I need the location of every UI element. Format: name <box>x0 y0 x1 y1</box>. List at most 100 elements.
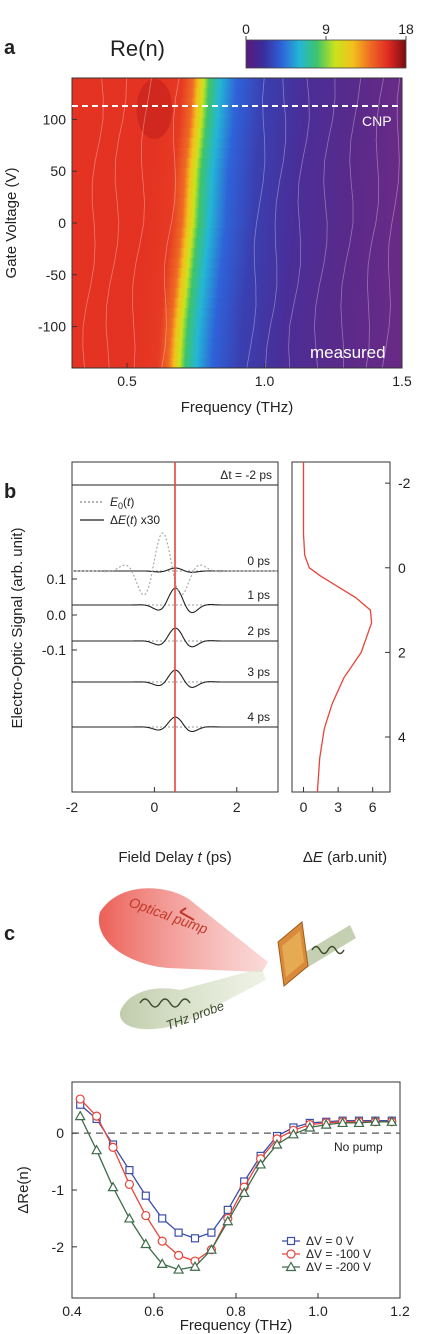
y-tick-label: 0 <box>56 1125 64 1141</box>
data-point <box>123 1212 135 1223</box>
y-tick-label: -50 <box>46 267 66 283</box>
data-point <box>271 1138 283 1149</box>
heatmap-row <box>72 208 402 219</box>
heatmap-row <box>72 298 402 309</box>
y-tick-label: 0.1 <box>47 571 67 587</box>
heatmap-title: Re(n) <box>110 36 165 61</box>
contour-line <box>313 78 336 368</box>
y-tick-label: 0 <box>58 215 66 231</box>
pump-probe-schematic: Optical pump THz probe <box>98 888 356 1033</box>
panel-c-axes: 0.4 0.6 0.8 1.0 1.2 0 -1 -2 <box>52 1125 410 1319</box>
data-point <box>156 1258 168 1268</box>
cnp-label: CNP <box>362 113 392 129</box>
legend-label: ΔV = -100 V <box>306 1247 371 1261</box>
heatmap-row <box>72 178 402 189</box>
heatmap-row <box>72 258 402 269</box>
panel-b-ylabel: Electro-Optic Signal (arb. unit) <box>9 528 26 729</box>
panel-label-a: a <box>4 37 16 59</box>
heatmap-row <box>72 118 402 129</box>
colorbar-tick-label: 0 <box>242 21 250 37</box>
trace-label: 0 ps <box>247 554 270 568</box>
data-point <box>190 1234 200 1243</box>
panel-c-xlabel: Frequency (THz) <box>180 1317 293 1334</box>
y-tick-label: 2 <box>398 644 406 660</box>
data-point <box>140 1238 152 1249</box>
panel-c-series <box>74 1094 398 1274</box>
contour-line <box>246 78 266 368</box>
data-point <box>189 1261 201 1271</box>
heatmap-row <box>72 228 402 239</box>
no-pump-label: No pump <box>334 1140 383 1154</box>
panel-b-legend: E0(t) ΔE(t) x30 <box>80 495 160 527</box>
data-point <box>141 1191 150 1200</box>
x-tick-label: 0.5 <box>117 373 137 389</box>
panel-b-axes: -2 0 2 0.1 0.0 -0.1 <box>42 571 241 815</box>
data-point <box>223 1205 232 1214</box>
data-point <box>207 1228 216 1237</box>
contour-line <box>265 78 287 368</box>
data-point <box>158 1214 167 1223</box>
data-point <box>353 1117 365 1128</box>
panel-a-axes: 0.5 1.0 1.5 -100 -50 0 50 100 <box>38 111 412 389</box>
legend-label: ΔV = -200 V <box>306 1260 371 1274</box>
data-point <box>285 1261 297 1272</box>
data-point <box>174 1250 184 1260</box>
heatmap-row <box>72 98 402 109</box>
heatmap-row <box>72 288 402 299</box>
x-tick-label: 1.2 <box>390 1303 410 1319</box>
data-point <box>286 1236 296 1246</box>
panel-label-c: c <box>4 923 15 945</box>
data-point <box>386 1116 398 1126</box>
x-tick-label: 0.8 <box>226 1303 246 1319</box>
x-tick-label: 0.4 <box>62 1303 82 1319</box>
data-point <box>222 1215 234 1226</box>
legend-label: ΔV = 0 V <box>306 1234 354 1248</box>
data-point <box>238 1187 250 1197</box>
data-point <box>91 1111 102 1121</box>
trace-label: 4 ps <box>247 710 270 724</box>
contour-line <box>82 78 104 368</box>
heatmap-row <box>72 318 402 329</box>
data-point <box>125 1166 134 1175</box>
y-tick-label: -2 <box>52 1239 65 1255</box>
x-tick-label: 1.5 <box>392 373 412 389</box>
heatmap-row <box>72 88 402 99</box>
sample-chip-inner <box>282 931 304 977</box>
contour-line <box>132 78 152 368</box>
x-tick-label: 1.0 <box>308 1303 328 1319</box>
data-point <box>205 1243 217 1254</box>
heatmap-row <box>72 138 402 149</box>
x-tick-label: 1.0 <box>255 373 275 389</box>
panel-c-legend: ΔV = 0 VΔV = -100 VΔV = -200 V <box>282 1234 371 1274</box>
heatmap-area <box>72 78 402 368</box>
y-tick-label: -2 <box>398 475 411 491</box>
colorbar-ticks: 0 9 18 <box>242 21 414 40</box>
colorbar <box>245 39 407 69</box>
heatmap-row <box>72 248 402 259</box>
data-point <box>255 1158 267 1169</box>
heatmap-peak <box>136 79 173 140</box>
heatmap-row <box>72 268 402 279</box>
contour-line <box>365 78 384 368</box>
pump-arrow-icon <box>179 907 195 921</box>
data-point <box>173 1263 185 1274</box>
thz-probe-beam <box>119 968 266 1030</box>
heatmap-row <box>72 218 402 229</box>
panel-b-right-axes: 0 3 6 -2 0 2 4 <box>300 475 411 815</box>
data-point <box>304 1121 316 1132</box>
panel-b-xlabel: Field Delay t (ps) <box>118 849 231 866</box>
data-point <box>124 1179 134 1189</box>
y-tick-label: 50 <box>50 163 66 179</box>
heatmap-row <box>72 338 402 349</box>
x-tick-label: 0.6 <box>144 1303 164 1319</box>
heatmap-row <box>72 78 402 89</box>
trace-label: 3 ps <box>247 665 270 679</box>
contour-line <box>105 78 127 368</box>
optical-pump-beam <box>98 888 269 972</box>
data-point <box>174 1228 183 1237</box>
y-tick-label: 0 <box>398 560 406 576</box>
legend-de-label: ΔE(t) x30 <box>110 513 160 527</box>
heatmap-row <box>72 348 402 359</box>
data-point <box>141 1210 151 1221</box>
